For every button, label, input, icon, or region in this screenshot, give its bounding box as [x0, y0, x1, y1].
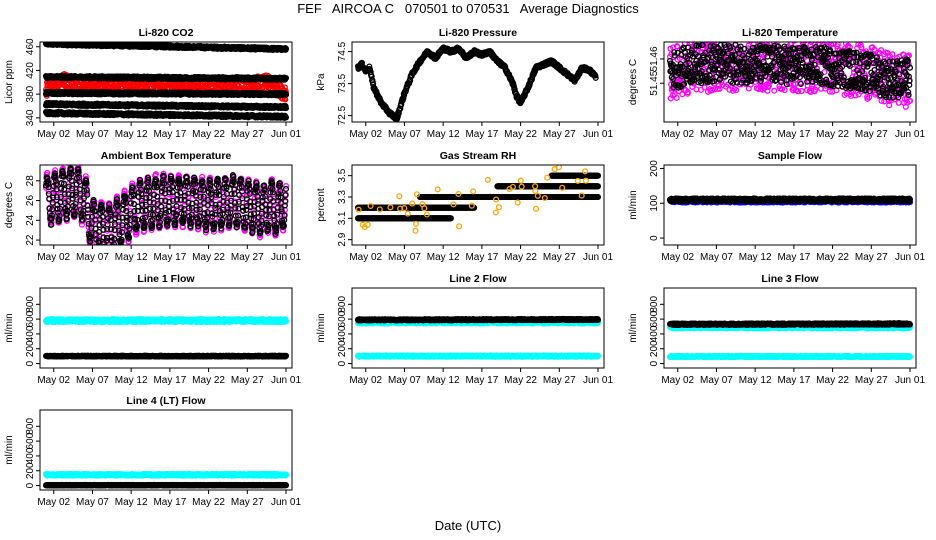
y-axis-label: kPa [316, 73, 327, 91]
x-tick-label: May 17 [465, 129, 498, 140]
point [684, 89, 691, 96]
point [282, 114, 290, 121]
point [366, 63, 373, 70]
plot-frame [39, 41, 293, 123]
series-low-reference [42, 108, 290, 121]
x-tick-label: Jun 01 [583, 129, 613, 140]
point [282, 45, 290, 52]
y-tick-label: 73.5 [337, 73, 348, 93]
series-pressure [354, 44, 599, 122]
figure-title: FEF AIRCOA C 070501 to 070531 Average Di… [297, 1, 639, 16]
y-tick-label: 460 [25, 38, 36, 55]
series-reference-3 [42, 88, 290, 99]
x-tick-label: May 27 [543, 129, 576, 140]
x-tick-label: Jun 01 [271, 129, 301, 140]
data-points [354, 44, 599, 122]
y-tick-label: 420 [25, 62, 36, 79]
y-tick-label: 340 [25, 109, 36, 126]
point [401, 92, 408, 99]
x-tick-label: May 07 [76, 129, 109, 140]
point [368, 73, 375, 80]
x-tick-label: May 02 [37, 129, 70, 140]
y-tick-label: 74.5 [337, 41, 348, 61]
series-upper-reference [42, 42, 290, 54]
point [282, 91, 290, 98]
x-tick-label: May 22 [192, 129, 225, 140]
point [673, 94, 680, 101]
data-points [666, 36, 914, 110]
panel-title: Li-820 CO2 [139, 27, 194, 39]
y-tick-label: 380 [25, 85, 36, 102]
x-tick-label: May 17 [153, 129, 186, 140]
x-tick-label: May 12 [427, 129, 460, 140]
point [373, 89, 380, 96]
panel-title: Li-820 Temperature [742, 27, 838, 39]
x-tick-label: May 22 [504, 129, 537, 140]
series-reference-2 [42, 72, 290, 83]
x-tick-label: May 12 [115, 129, 148, 140]
panel-2: Li-820 Pressure kPa 72.5 73.5 74.5 May 02 May … [316, 27, 613, 140]
x-tick-label: May 27 [231, 129, 264, 140]
point [713, 42, 719, 44]
point [709, 87, 716, 94]
point [701, 84, 708, 91]
series-reference-4 [42, 100, 290, 112]
panel-title: Li-820 Pressure [439, 27, 517, 39]
y-tick-label: 72.5 [337, 105, 348, 125]
point [282, 105, 290, 112]
data-points [42, 42, 290, 121]
point [282, 74, 290, 82]
x-tick-label: May 07 [388, 129, 421, 140]
point [710, 36, 715, 41]
point [716, 85, 723, 92]
x-tick-label: May 02 [349, 129, 382, 140]
y-axis-label: degrees C [628, 59, 639, 105]
y-axis-label: Licor ppm [4, 60, 15, 104]
point [674, 43, 681, 50]
point [676, 55, 683, 62]
plot-frame [351, 41, 605, 123]
panel-1: Li-820 CO2 Licor ppm 340 380 420 460 May 02 May… [4, 27, 301, 140]
point [592, 74, 599, 81]
